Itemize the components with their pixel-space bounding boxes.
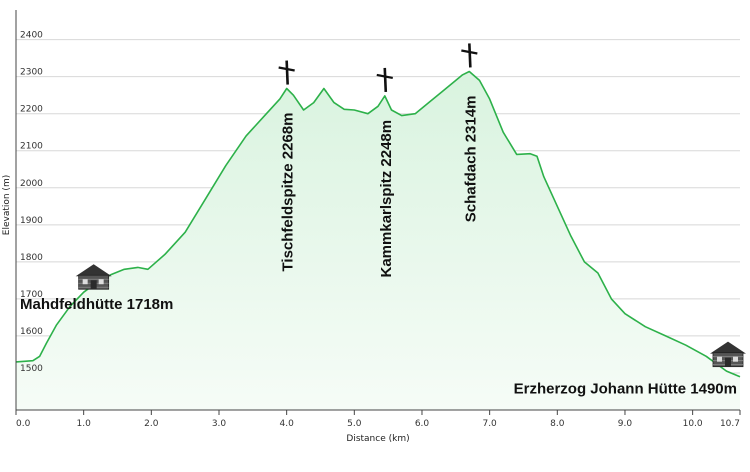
annotations: Mahdfeldhütte 1718m Tischfeldspitze 2268m… (20, 43, 746, 398)
x-tick-label: 6.0 (415, 419, 430, 429)
y-tick-label: 1700 (20, 290, 43, 300)
area-layer (15, 70, 741, 410)
hut-icon (75, 264, 112, 290)
summit-label: Kammkarlspitz 2248m (378, 120, 395, 278)
x-tick-label: 8.0 (550, 419, 565, 429)
x-tick-label: 3.0 (212, 419, 227, 429)
y-tick-label: 2100 (20, 142, 43, 152)
x-tick-label: 0.0 (16, 419, 31, 429)
x-tick-label: 1.0 (76, 419, 91, 429)
elevation-area-fill (16, 71, 740, 410)
summit-cross-icon (278, 60, 295, 85)
x-tick-label: 4.0 (279, 419, 294, 429)
summit-label: Schafdach 2314m (462, 96, 479, 223)
y-tick-label: 2000 (20, 179, 43, 189)
y-tick-label: 2400 (20, 31, 43, 41)
hut-label: Mahdfeldhütte 1718m (20, 296, 173, 313)
x-tick-label: 9.0 (618, 419, 633, 429)
x-tick-label: 7.0 (482, 419, 497, 429)
x-tick-labels: 0.0 1.0 2.0 3.0 4.0 5.0 6.0 7.0 8.0 9.0 10.0 10.7 (16, 419, 740, 429)
y-tick-label: 2300 (20, 68, 43, 78)
summit-cross-icon (461, 43, 478, 68)
x-tick-label: 2.0 (144, 419, 159, 429)
elevation-line (15, 70, 741, 378)
y-tick-label: 2200 (20, 105, 43, 115)
hut-label: Erzherzog Johann Hütte 1490m (514, 381, 737, 398)
x-tick-label: 10.7 (720, 419, 740, 429)
y-axis-label: Elevation (m) (2, 175, 12, 235)
y-tick-label: 1900 (20, 216, 43, 226)
x-axis-label: Distance (km) (346, 434, 409, 444)
summit-cross-icon (376, 67, 393, 92)
hut-icon (710, 341, 746, 368)
x-tick-label: 10.0 (683, 419, 703, 429)
axes (15, 10, 741, 415)
summit-label: Tischfeldspitze 2268m (280, 113, 297, 272)
x-tick-label: 5.0 (347, 419, 362, 429)
y-tick-label: 1500 (20, 364, 43, 374)
y-tick-label: 1800 (20, 253, 43, 263)
y-tick-label: 1600 (20, 327, 43, 337)
y-tick-labels: 1500 1600 1700 1800 1900 2000 2100 2200 2300 2400 (20, 31, 43, 374)
